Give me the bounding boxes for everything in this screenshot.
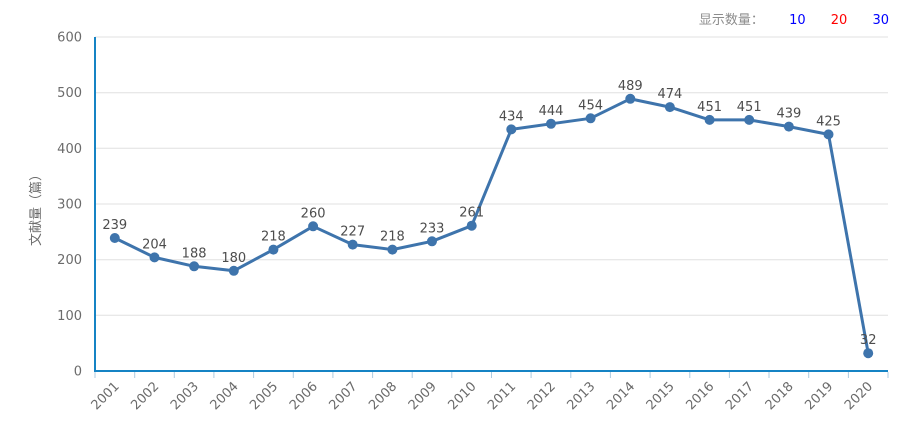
data-label-2001: 239 [102, 218, 127, 233]
data-point-2001[interactable] [109, 233, 120, 243]
data-label-2007: 227 [340, 225, 365, 240]
data-label-2005: 218 [261, 230, 286, 245]
data-label-2016: 451 [697, 100, 722, 115]
x-axis-label-2001: 2001 [89, 379, 123, 413]
display-count-option-20[interactable]: 20 [830, 13, 848, 28]
data-label-2009: 233 [420, 221, 445, 236]
x-axis-label-2012: 2012 [525, 379, 559, 413]
series-line [113, 97, 870, 355]
data-point-2006[interactable] [308, 221, 319, 232]
data-label-2013: 454 [578, 98, 603, 113]
y-axis-tick-label: 200 [57, 253, 82, 268]
data-label-2010: 261 [459, 206, 484, 221]
data-label-2002: 204 [142, 237, 167, 252]
y-axis-tick-label: 500 [57, 86, 82, 101]
data-point-2005[interactable] [268, 244, 279, 255]
x-axis-label-2010: 2010 [446, 379, 480, 413]
data-point-2013[interactable] [585, 113, 596, 124]
data-label-2006: 260 [301, 206, 326, 221]
y-axis-tick-label: 400 [57, 142, 82, 157]
data-point-2010[interactable] [466, 220, 477, 231]
x-axis-label-2005: 2005 [247, 379, 281, 413]
data-label-2014: 489 [618, 79, 643, 94]
y-axis-tick-label: 100 [57, 309, 82, 324]
x-axis-label-2009: 2009 [406, 379, 440, 413]
x-axis-label-2006: 2006 [287, 379, 321, 413]
x-axis-label-2011: 2011 [485, 379, 519, 413]
display-count-control: 显示数量： 10 20 30 [699, 9, 889, 28]
x-axis-label-2007: 2007 [327, 379, 361, 413]
x-axis-label-2016: 2016 [683, 379, 717, 413]
data-label-2011: 434 [499, 109, 524, 124]
display-count-label: 显示数量： [698, 13, 764, 28]
data-point-2016[interactable] [704, 114, 715, 125]
data-point-2014[interactable] [625, 93, 636, 104]
x-axis-label-2008: 2008 [366, 379, 400, 413]
data-point-2019[interactable] [823, 129, 834, 140]
data-point-2011[interactable] [506, 124, 517, 135]
data-label-2020: 32 [860, 333, 877, 348]
data-label-2003: 188 [182, 246, 207, 261]
x-axis-label-2020: 2020 [842, 379, 876, 413]
x-axis-label-2004: 2004 [208, 379, 242, 413]
data-point-2017[interactable] [744, 114, 755, 125]
data-label-2008: 218 [380, 230, 405, 245]
y-axis-title: 文献量（篇） [29, 168, 44, 246]
display-count-option-30[interactable]: 30 [872, 13, 889, 28]
y-axis-tick-label: 600 [57, 31, 82, 46]
data-point-2018[interactable] [783, 121, 794, 132]
y-axis-tick-label: 300 [57, 198, 82, 213]
y-axis-tick-label: 0 [74, 365, 82, 380]
x-axis-label-2015: 2015 [644, 379, 678, 413]
data-point-2008[interactable] [387, 244, 398, 255]
data-label-2019: 425 [816, 114, 841, 129]
data-point-2015[interactable] [664, 102, 675, 113]
data-point-2007[interactable] [347, 239, 358, 250]
data-point-2012[interactable] [546, 118, 556, 129]
data-label-2017: 451 [737, 100, 762, 115]
data-point-2009[interactable] [427, 236, 437, 247]
data-label-2018: 439 [776, 107, 801, 122]
data-label-2004: 180 [221, 251, 246, 266]
data-label-2012: 444 [539, 104, 564, 119]
display-count-option-10[interactable]: 10 [789, 13, 806, 28]
x-axis-label-2017: 2017 [723, 379, 757, 413]
x-axis-label-2014: 2014 [604, 379, 638, 413]
data-label-2015: 474 [657, 87, 682, 102]
x-axis-label-2018: 2018 [763, 379, 797, 413]
x-axis-label-2019: 2019 [802, 379, 836, 413]
data-point-2003[interactable] [189, 261, 200, 272]
data-point-2004[interactable] [228, 265, 239, 276]
data-point-2020[interactable] [863, 348, 874, 359]
x-axis-label-2002: 2002 [128, 379, 162, 413]
x-axis-label-2013: 2013 [564, 379, 598, 413]
data-point-2002[interactable] [149, 252, 160, 263]
x-axis-label-2003: 2003 [168, 379, 202, 413]
